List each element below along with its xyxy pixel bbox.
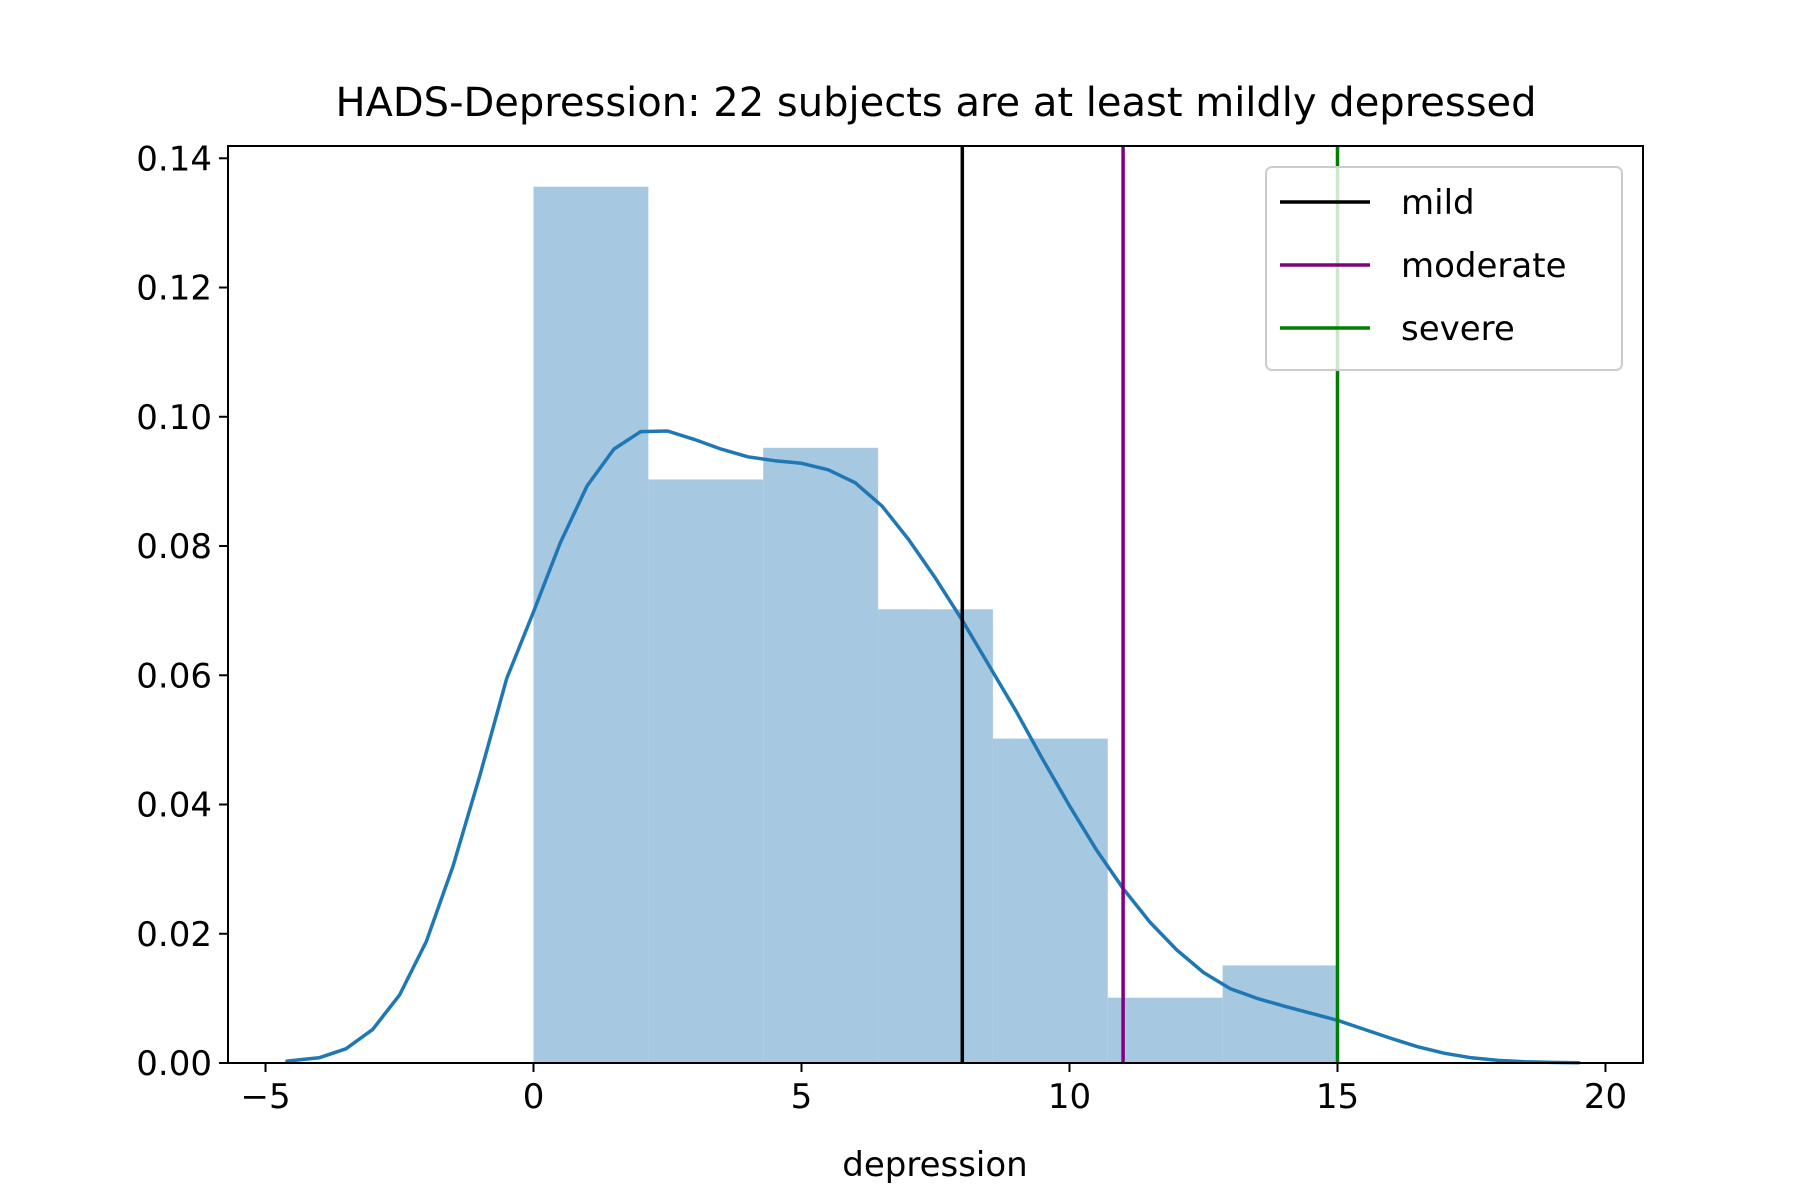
x-tick-label: 0 xyxy=(523,1077,545,1117)
x-tick-label: 10 xyxy=(1048,1077,1091,1117)
y-tick-label: 0.02 xyxy=(136,915,212,955)
legend-label-mild: mild xyxy=(1401,183,1475,223)
x-axis-label: depression xyxy=(842,1145,1027,1185)
chart-title: HADS-Depression: 22 subjects are at leas… xyxy=(335,80,1536,126)
x-tick-label: 20 xyxy=(1584,1077,1627,1117)
histogram-bars xyxy=(533,186,1338,1064)
x-tick-label: −5 xyxy=(240,1077,290,1117)
legend-box xyxy=(1265,166,1623,371)
y-axis-ticks: 0.00 0.02 0.04 0.06 0.08 0.10 0.12 0.14 xyxy=(136,139,228,1084)
histogram-bar xyxy=(763,447,879,1063)
y-tick-label: 0.08 xyxy=(136,527,212,567)
x-tick-label: 5 xyxy=(791,1077,813,1117)
kde-curve-layer xyxy=(285,429,1581,1065)
histogram-bar xyxy=(878,609,993,1063)
x-axis-ticks: −5 0 5 10 15 20 xyxy=(240,1063,1627,1117)
plot-area-frame xyxy=(227,145,1644,1064)
histogram-bar xyxy=(1107,997,1223,1063)
histogram-bar xyxy=(533,186,649,1064)
y-tick-label: 0.14 xyxy=(136,139,212,179)
y-tick-label: 0.06 xyxy=(136,656,212,696)
legend: mild moderate severe xyxy=(1265,166,1623,371)
kde-line xyxy=(285,429,1581,1065)
y-tick-label: 0.10 xyxy=(136,398,212,438)
histogram-bar xyxy=(648,479,764,1063)
y-tick-label: 0.12 xyxy=(136,269,212,309)
legend-label-severe: severe xyxy=(1401,309,1515,349)
legend-label-moderate: moderate xyxy=(1401,246,1566,286)
y-tick-label: 0.00 xyxy=(136,1044,212,1084)
y-tick-label: 0.04 xyxy=(136,786,212,826)
histogram-bar xyxy=(992,738,1108,1063)
x-tick-label: 15 xyxy=(1316,1077,1359,1117)
